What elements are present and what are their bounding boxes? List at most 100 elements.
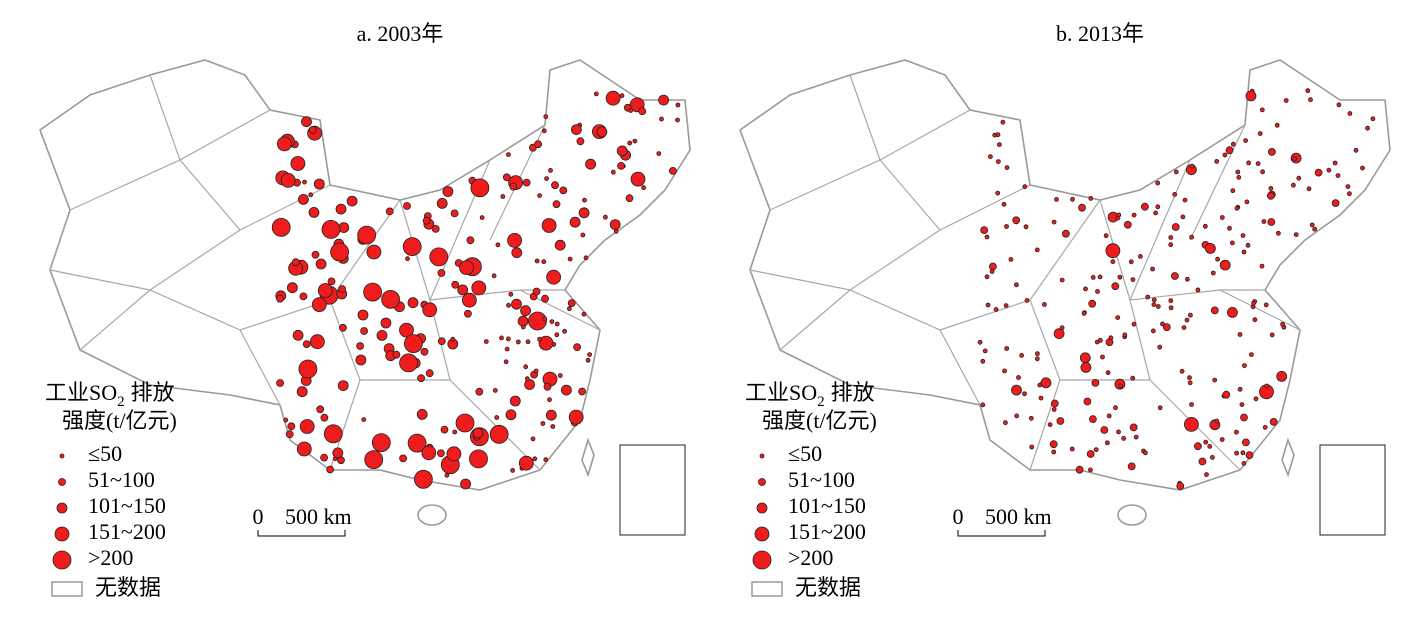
city-dot: [1100, 426, 1109, 434]
city-dot: [494, 415, 500, 420]
city-dot: [1002, 420, 1008, 426]
city-dot: [1242, 438, 1250, 447]
city-dot: [1127, 462, 1136, 471]
city-dot: [561, 384, 572, 396]
province-border: [779, 289, 981, 406]
city-dot: [1268, 147, 1276, 156]
city-dot: [503, 359, 509, 365]
city-dot: [1230, 188, 1236, 194]
city-dot: [548, 167, 553, 173]
city-dot: [515, 339, 521, 345]
city-dot: [1078, 203, 1086, 212]
city-dot: [630, 171, 646, 187]
city-dot: [1050, 399, 1059, 408]
city-dot: [552, 200, 561, 209]
city-dot: [1189, 402, 1194, 407]
city-dot: [489, 424, 509, 444]
legend-label: 151~200: [88, 519, 166, 544]
legend-no-data-symbol: [751, 581, 783, 597]
city-dot: [357, 309, 369, 321]
city-dot: [1230, 240, 1235, 246]
city-dot: [1234, 205, 1240, 211]
city-dot: [1210, 306, 1219, 315]
city-dot: [533, 368, 539, 374]
city-dot: [511, 298, 522, 310]
city-dot: [1070, 196, 1075, 202]
legend-symbol: [56, 502, 68, 514]
city-dot: [1225, 146, 1234, 155]
city-dot: [1276, 230, 1281, 236]
city-dot: [1179, 368, 1185, 374]
city-dot: [399, 454, 408, 463]
city-dot: [511, 247, 523, 259]
city-dot: [460, 478, 472, 490]
city-dot: [987, 154, 993, 160]
city-dot: [321, 219, 341, 239]
city-dot: [1184, 276, 1190, 282]
city-dot: [1365, 125, 1370, 131]
city-dot: [421, 445, 437, 461]
city-dot: [1047, 422, 1053, 428]
city-dot: [471, 280, 487, 296]
city-dot: [506, 302, 511, 308]
city-dot: [1051, 407, 1057, 412]
city-dot: [1222, 152, 1228, 158]
city-dot: [1150, 328, 1156, 334]
city-dot: [507, 232, 522, 248]
city-dot: [1111, 282, 1120, 291]
city-dot: [1075, 465, 1084, 474]
city-dot: [1347, 191, 1352, 197]
city-dot: [1022, 391, 1027, 397]
city-dot: [1008, 256, 1014, 262]
city-dot: [578, 387, 586, 396]
city-dot: [1187, 312, 1193, 318]
city-dot: [988, 262, 997, 271]
city-dot: [1259, 263, 1265, 269]
city-dot: [1176, 482, 1185, 490]
city-dot: [617, 161, 625, 170]
city-dot: [1140, 202, 1149, 211]
city-dot: [616, 145, 628, 157]
city-dot: [338, 222, 350, 234]
city-dot: [1001, 201, 1007, 207]
city-dot: [1184, 317, 1190, 323]
city-dot: [292, 329, 304, 341]
city-dot: [1016, 375, 1021, 380]
city-dot: [522, 178, 531, 187]
city-dot: [402, 237, 422, 257]
city-dot: [518, 455, 534, 471]
city-dot: [1105, 370, 1111, 376]
city-dot: [1100, 354, 1105, 360]
city-dot: [659, 116, 664, 122]
city-dot: [1168, 305, 1174, 311]
legend-symbol: [54, 526, 70, 542]
scale-label: 500 km: [285, 504, 352, 529]
taiwan: [1281, 437, 1295, 478]
legend-title-part: 2: [817, 394, 825, 410]
city-dot: [302, 179, 307, 185]
city-dot: [1034, 247, 1040, 253]
legend-title: 工业SO2 排放: [745, 380, 875, 410]
city-dot: [1266, 191, 1275, 200]
city-dot: [1090, 274, 1096, 280]
city-dot: [1106, 413, 1112, 419]
city-dot: [549, 319, 555, 325]
city-dot: [1088, 415, 1097, 424]
city-dot: [455, 413, 475, 433]
city-dot: [1195, 287, 1201, 293]
city-dot: [1360, 165, 1365, 171]
legend-title-part: 工业SO: [745, 380, 817, 405]
city-dot: [444, 472, 450, 478]
city-dot: [1296, 175, 1302, 181]
city-dot: [1314, 168, 1323, 177]
city-dot: [1080, 361, 1092, 373]
legend-symbol: [759, 453, 765, 459]
city-dot: [500, 194, 506, 199]
city-dot: [638, 107, 647, 115]
city-dot: [1268, 185, 1274, 191]
city-dot: [1160, 321, 1165, 327]
legend-label: >200: [788, 545, 833, 570]
